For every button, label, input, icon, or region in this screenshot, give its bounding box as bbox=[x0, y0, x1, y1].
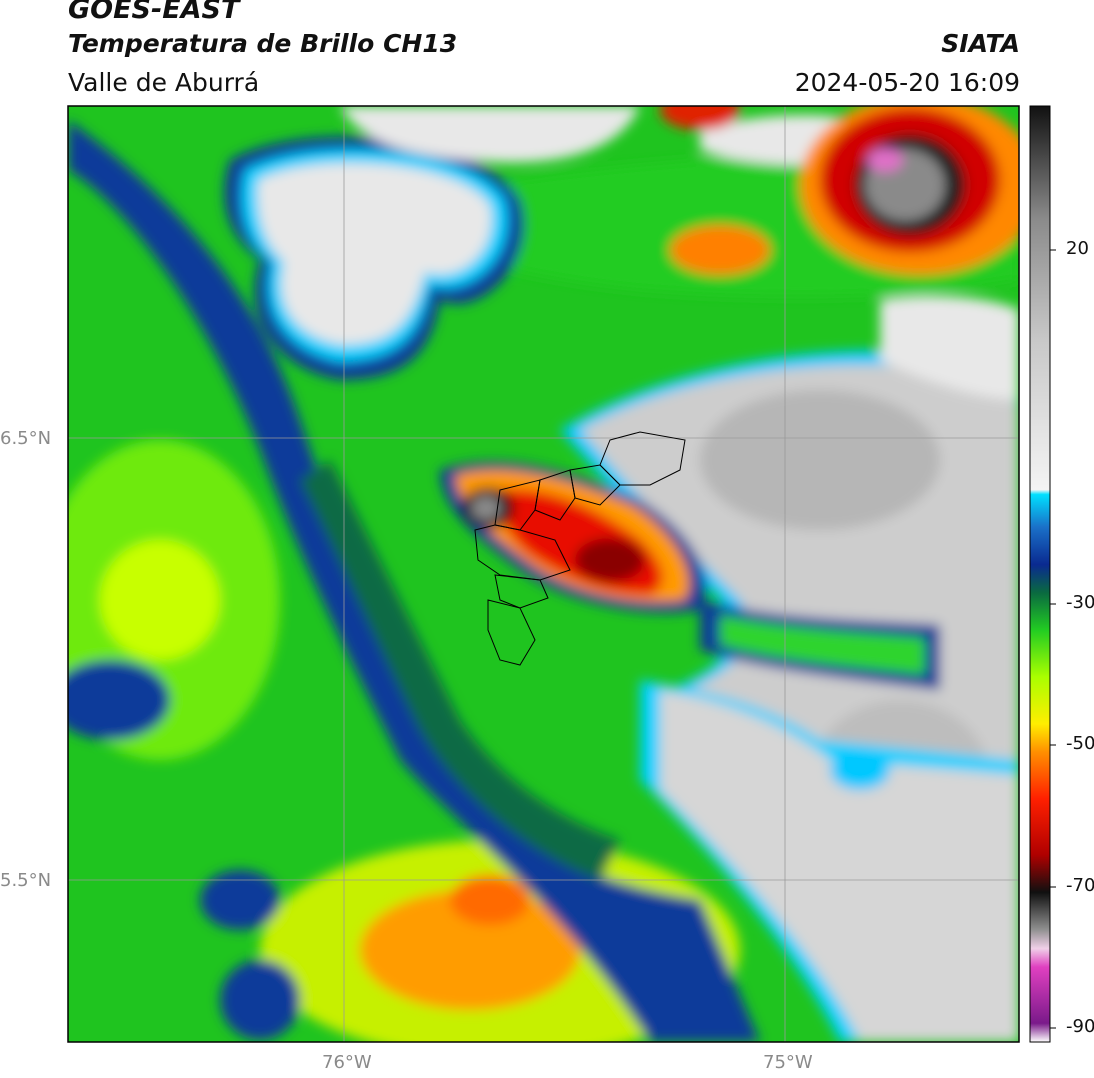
colorbar bbox=[1029, 105, 1051, 1043]
municipality-boundaries bbox=[474, 431, 686, 666]
map-frame bbox=[67, 105, 1020, 1043]
graticule bbox=[68, 106, 1019, 1042]
lat-label-5-5: 5.5°N bbox=[0, 870, 52, 891]
colorbar-ticks bbox=[1050, 249, 1056, 1029]
agency-label: SIATA bbox=[941, 29, 1020, 58]
satellite-title: GOES-EAST bbox=[68, 0, 240, 25]
product-title: Temperatura de Brillo CH13 bbox=[68, 29, 458, 58]
colorbar-tick-label: -70 bbox=[1066, 875, 1094, 896]
colorbar-tick-label: -90 bbox=[1066, 1016, 1094, 1037]
colorbar-tick-label: -50 bbox=[1066, 733, 1094, 754]
colorbar-tick-label: -30 bbox=[1066, 592, 1094, 613]
region-subtitle: Valle de Aburrá bbox=[68, 68, 260, 97]
lon-label-75w: 75°W bbox=[763, 1052, 813, 1073]
brightness-temperature-field bbox=[68, 106, 1019, 1042]
colorbar-tick-label: 20 bbox=[1066, 238, 1089, 259]
lon-label-76w: 76°W bbox=[322, 1052, 372, 1073]
timestamp-label: 2024-05-20 16:09 bbox=[794, 68, 1020, 97]
lat-label-6-5: 6.5°N bbox=[0, 428, 52, 449]
